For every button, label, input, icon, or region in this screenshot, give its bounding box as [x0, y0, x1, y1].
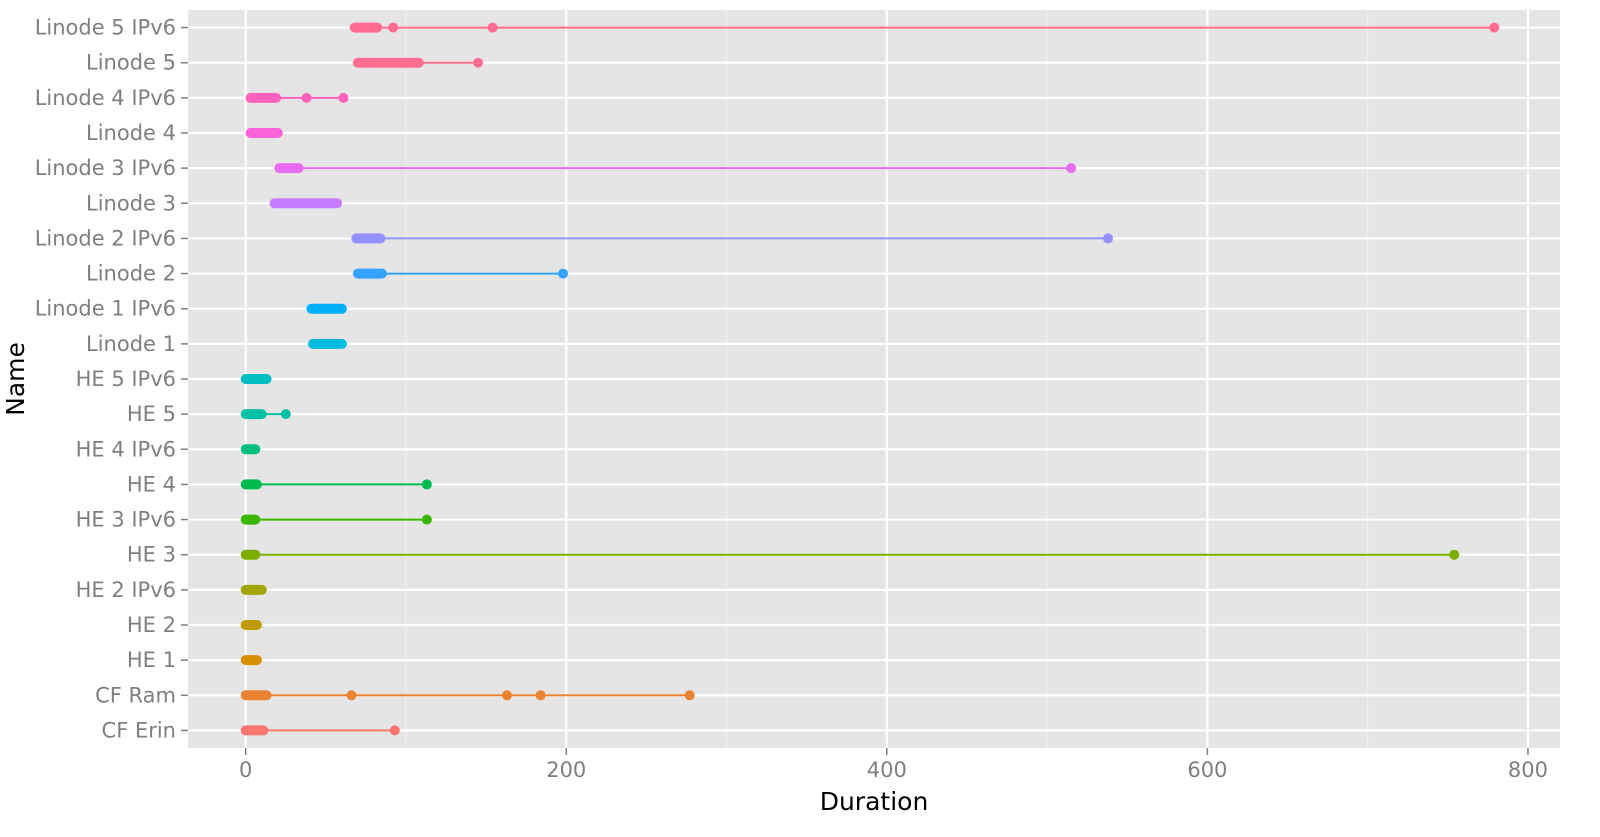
- series-row: [351, 233, 1114, 244]
- data-point: [535, 690, 546, 701]
- y-tick-label: HE 2 IPv6: [76, 578, 176, 602]
- x-tick-label: 600: [1187, 758, 1227, 782]
- y-tick-label: Linode 1 IPv6: [35, 297, 176, 321]
- y-axis: CF Erin CF Ram HE 1 HE 2 HE 2 IPv6 HE 3 HE 3 I…: [35, 16, 188, 742]
- series-row: [240, 549, 1460, 560]
- y-tick-label: HE 5: [127, 402, 176, 426]
- x-tick-label: 0: [239, 758, 252, 782]
- y-tick-label: HE 4: [127, 472, 176, 496]
- series-row: [240, 725, 400, 736]
- series-row: [274, 163, 1077, 174]
- x-axis: 0 200 400 600 800: [239, 748, 1548, 782]
- data-point: [684, 690, 695, 701]
- series-row: [352, 268, 569, 279]
- data-point: [1449, 549, 1460, 560]
- x-tick-label: 200: [546, 758, 586, 782]
- data-point: [473, 57, 484, 68]
- y-tick-label: HE 2: [127, 613, 176, 637]
- y-tick-label: Linode 4 IPv6: [35, 86, 176, 110]
- y-tick-label: CF Erin: [102, 718, 176, 742]
- y-tick-label: Linode 3: [86, 191, 176, 215]
- series-row: [240, 690, 695, 701]
- series-row: [349, 22, 1500, 33]
- data-point: [388, 22, 399, 33]
- y-tick-label: Linode 5: [86, 51, 176, 75]
- y-tick-label: Linode 4: [86, 121, 176, 145]
- y-tick-label: Linode 2: [86, 262, 176, 286]
- data-point: [338, 92, 349, 103]
- major-gridlines: [188, 10, 1560, 748]
- y-tick-label: CF Ram: [95, 683, 176, 707]
- data-point: [346, 690, 357, 701]
- data-point: [501, 690, 512, 701]
- y-tick-label: Linode 2 IPv6: [35, 226, 176, 250]
- data-point: [301, 92, 312, 103]
- y-tick-label: Linode 3 IPv6: [35, 156, 176, 180]
- y-tick-label: HE 5 IPv6: [76, 367, 176, 391]
- y-tick-label: HE 3 IPv6: [76, 508, 176, 532]
- series-row: [240, 479, 432, 490]
- y-tick-label: Linode 1: [86, 332, 176, 356]
- y-tick-label: Linode 5 IPv6: [35, 16, 176, 40]
- x-tick-label: 800: [1508, 758, 1548, 782]
- series-layer: [240, 22, 1500, 736]
- series-row: [352, 57, 484, 68]
- data-point: [1103, 233, 1114, 244]
- x-tick-label: 400: [867, 758, 907, 782]
- data-point: [1066, 163, 1077, 174]
- y-tick-label: HE 3: [127, 543, 176, 567]
- data-point: [558, 268, 569, 279]
- data-point: [487, 22, 498, 33]
- x-axis-title: Duration: [820, 787, 929, 816]
- series-row: [240, 409, 291, 420]
- data-point: [421, 479, 432, 490]
- data-point: [280, 409, 291, 420]
- data-point: [389, 725, 400, 736]
- y-axis-title: Name: [1, 342, 30, 416]
- y-tick-label: HE 4 IPv6: [76, 437, 176, 461]
- data-point: [1489, 22, 1500, 33]
- series-row: [240, 514, 432, 525]
- data-point: [421, 514, 432, 525]
- series-row: [245, 92, 349, 103]
- y-tick-label: HE 1: [127, 648, 176, 672]
